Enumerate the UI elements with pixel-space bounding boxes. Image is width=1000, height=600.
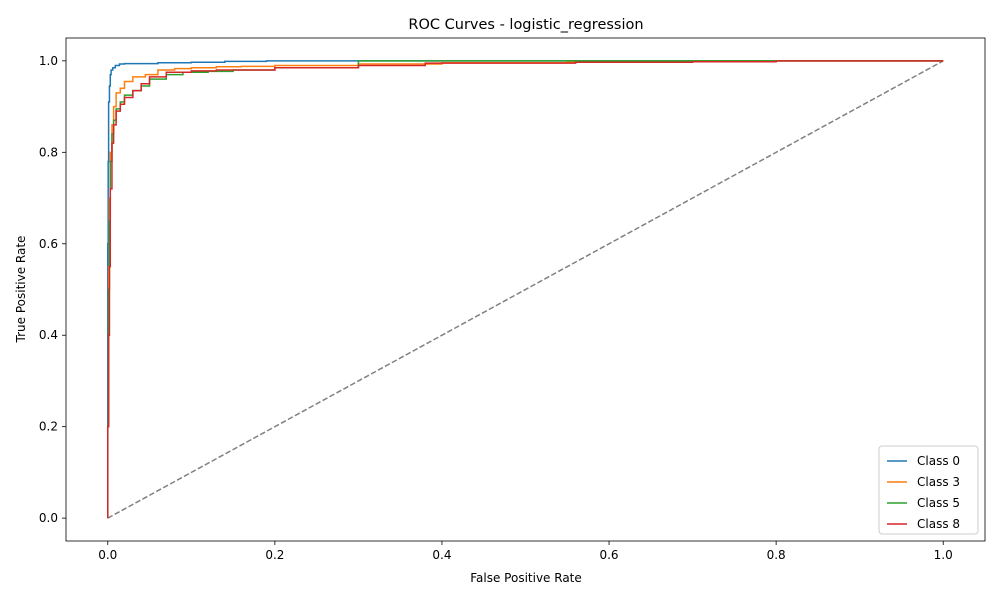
series-line-class-8 xyxy=(107,60,944,519)
y-tick-label: 0.0 xyxy=(39,511,58,525)
x-tick-label: 1.0 xyxy=(934,548,953,562)
y-axis-label: True Positive Rate xyxy=(14,236,28,344)
legend-label: Class 3 xyxy=(917,475,960,489)
chart-title: ROC Curves - logistic_regression xyxy=(408,17,643,33)
y-tick-label: 1.0 xyxy=(39,54,58,68)
y-tick-label: 0.6 xyxy=(39,237,58,251)
x-tick-label: 0.8 xyxy=(767,548,786,562)
x-axis-ticks: 0.0 0.2 0.4 0.6 0.8 1.0 xyxy=(98,541,953,562)
y-tick-label: 0.2 xyxy=(39,420,58,434)
legend-box xyxy=(878,445,979,535)
legend: Class 0 Class 3 Class 5 Class 8 xyxy=(878,445,979,535)
legend-label: Class 0 xyxy=(917,454,960,468)
x-tick-label: 0.4 xyxy=(432,548,451,562)
legend-label: Class 5 xyxy=(917,496,960,510)
x-tick-label: 0.2 xyxy=(265,548,284,562)
plot-area xyxy=(65,37,986,542)
series-line-class-0 xyxy=(107,60,944,519)
x-tick-label: 0.6 xyxy=(599,548,618,562)
x-axis-label: False Positive Rate xyxy=(470,571,582,585)
y-tick-label: 0.4 xyxy=(39,328,58,342)
x-tick-label: 0.0 xyxy=(98,548,117,562)
series-line-class-3 xyxy=(107,60,944,519)
diagonal-reference-line xyxy=(107,60,944,519)
y-axis-ticks: 0.0 0.2 0.4 0.6 0.8 1.0 xyxy=(39,54,66,525)
y-tick-label: 0.8 xyxy=(39,145,58,159)
axes-frame xyxy=(65,37,986,542)
legend-label: Class 8 xyxy=(917,517,960,531)
